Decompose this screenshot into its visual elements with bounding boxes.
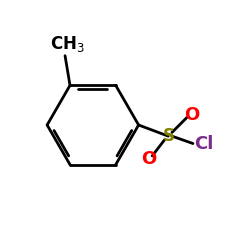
Text: O: O: [184, 106, 199, 124]
Text: O: O: [141, 150, 156, 168]
Text: CH$_3$: CH$_3$: [50, 34, 85, 54]
Text: S: S: [162, 127, 174, 145]
Text: Cl: Cl: [194, 134, 214, 152]
